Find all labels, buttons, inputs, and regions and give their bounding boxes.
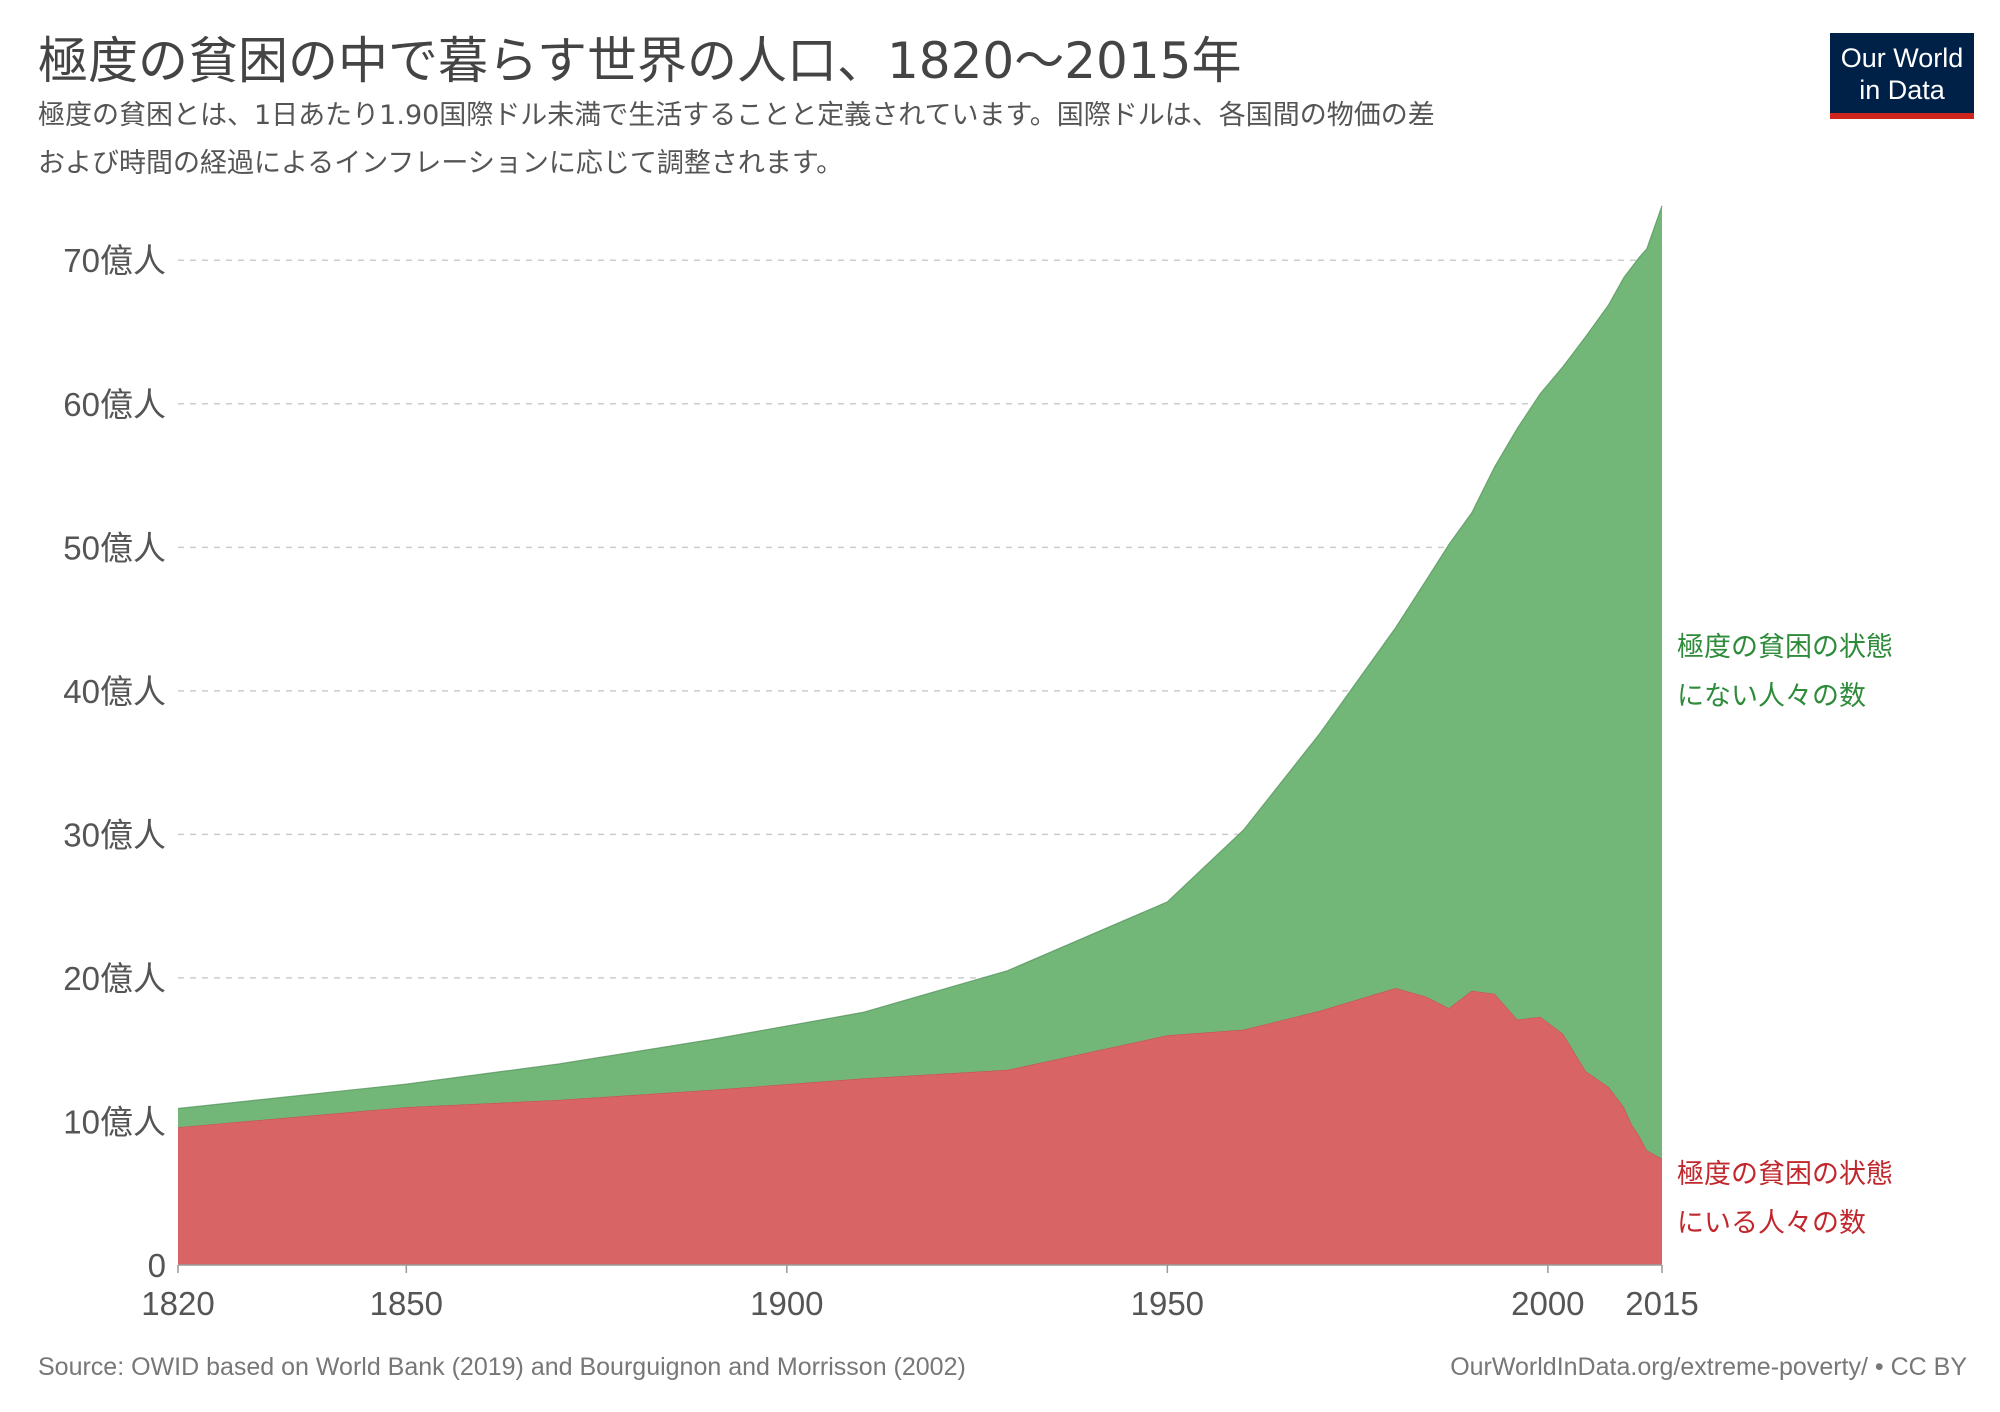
x-tick-label: 1820 [141, 1285, 214, 1322]
series-label-line1: 極度の貧困の状態 [1677, 1159, 1893, 1190]
y-tick-label: 50億人 [63, 529, 166, 566]
y-tick-label: 0 [148, 1247, 166, 1284]
series-label-line1: 極度の貧困の状態 [1677, 632, 1893, 663]
logo-background [1830, 33, 1974, 113]
x-tick-label: 2015 [1625, 1285, 1698, 1322]
chart-subtitle-line1: 極度の貧困とは、1日あたり1.90国際ドル未満で生活することと定義されています。… [38, 100, 1435, 131]
logo-line2: in Data [1859, 75, 1946, 105]
series-edge-not-in-poverty [177, 205, 1663, 1110]
y-tick-label: 40億人 [63, 673, 166, 710]
y-tick-label: 30億人 [63, 816, 166, 853]
y-tick-label: 60億人 [63, 386, 166, 423]
logo-accent-bar [1830, 113, 1974, 119]
x-tick-label: 2000 [1511, 1285, 1584, 1322]
series-area-in-poverty [178, 988, 1662, 1265]
series-area-not-in-poverty [178, 205, 1662, 1159]
series-label-line2: にない人々の数 [1677, 681, 1866, 712]
source-note: Source: OWID based on World Bank (2019) … [38, 1353, 966, 1381]
logo-line1: Our World [1841, 43, 1964, 73]
x-tick-label: 1850 [370, 1285, 443, 1322]
chart-subtitle-line2: および時間の経過によるインフレーションに応じて調整されます。 [38, 148, 843, 179]
x-tick-label: 1900 [750, 1285, 823, 1322]
chart-title: 極度の貧困の中で暮らす世界の人口、1820～2015年 [38, 32, 1242, 90]
series-label-line2: にいる人々の数 [1677, 1208, 1866, 1239]
y-tick-label: 70億人 [63, 242, 166, 279]
y-tick-label: 20億人 [63, 960, 166, 997]
owid-logo[interactable]: Our World in Data [1830, 33, 1974, 119]
plot-area: 0 10億人 20億人 30億人 40億人 50億人 60億人 70億人 1820 1850 190… [63, 205, 1893, 1322]
x-tick-label: 1950 [1131, 1285, 1204, 1322]
source-url[interactable]: OurWorldInData.org/extreme-poverty/ • CC… [1450, 1353, 1967, 1381]
y-tick-label: 10億人 [63, 1103, 166, 1140]
